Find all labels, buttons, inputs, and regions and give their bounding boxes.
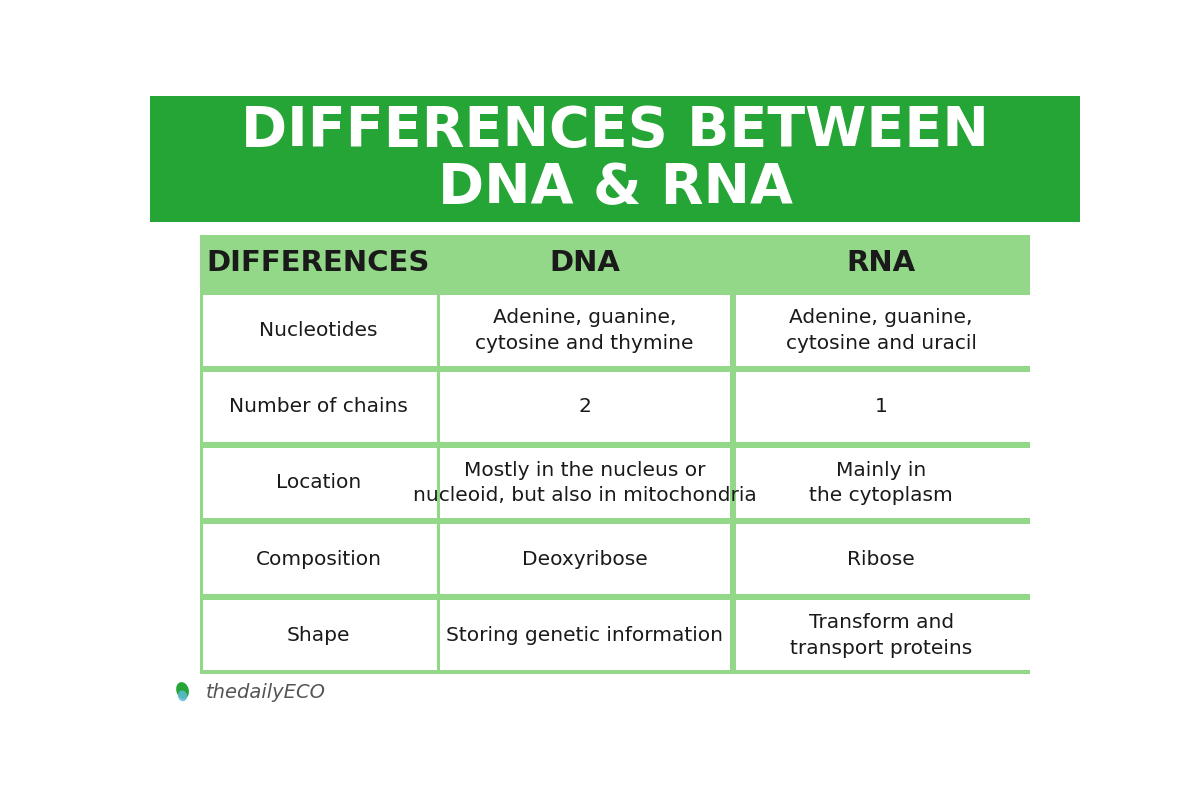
FancyBboxPatch shape [440, 600, 730, 670]
Text: Mostly in the nucleus or
nucleoid, but also in mitochondria: Mostly in the nucleus or nucleoid, but a… [413, 461, 757, 506]
FancyBboxPatch shape [440, 372, 730, 442]
FancyBboxPatch shape [736, 524, 1030, 594]
Text: Ribose: Ribose [847, 550, 916, 569]
Text: Mainly in
the cytoplasm: Mainly in the cytoplasm [809, 461, 953, 506]
Text: 2: 2 [578, 397, 592, 416]
Text: Adenine, guanine,
cytosine and uracil: Adenine, guanine, cytosine and uracil [786, 308, 977, 353]
FancyBboxPatch shape [736, 600, 1030, 670]
Text: Adenine, guanine,
cytosine and thymine: Adenine, guanine, cytosine and thymine [475, 308, 694, 353]
Text: DNA & RNA: DNA & RNA [438, 162, 792, 215]
Text: Composition: Composition [256, 550, 382, 569]
FancyBboxPatch shape [440, 524, 730, 594]
FancyBboxPatch shape [736, 372, 1030, 442]
FancyBboxPatch shape [736, 295, 1030, 366]
FancyBboxPatch shape [440, 295, 730, 366]
FancyBboxPatch shape [204, 600, 437, 670]
Text: Nucleotides: Nucleotides [259, 321, 378, 340]
FancyBboxPatch shape [150, 96, 1080, 222]
FancyBboxPatch shape [204, 372, 437, 442]
FancyBboxPatch shape [204, 448, 437, 518]
Text: thedailyECO: thedailyECO [206, 683, 326, 702]
Text: Storing genetic information: Storing genetic information [446, 626, 724, 645]
FancyBboxPatch shape [200, 234, 1030, 292]
Text: Shape: Shape [287, 626, 350, 645]
FancyBboxPatch shape [440, 448, 730, 518]
FancyBboxPatch shape [204, 295, 437, 366]
Text: Number of chains: Number of chains [229, 397, 408, 416]
Text: DIFFERENCES BETWEEN: DIFFERENCES BETWEEN [241, 104, 989, 158]
Ellipse shape [176, 682, 188, 698]
FancyBboxPatch shape [736, 448, 1030, 518]
Ellipse shape [178, 690, 187, 701]
FancyBboxPatch shape [200, 234, 1030, 674]
Text: 1: 1 [875, 397, 888, 416]
Text: Deoxyribose: Deoxyribose [522, 550, 648, 569]
Text: DIFFERENCES: DIFFERENCES [206, 250, 431, 278]
Text: Location: Location [276, 474, 361, 493]
Text: RNA: RNA [847, 250, 916, 278]
Text: DNA: DNA [550, 250, 620, 278]
Text: Transform and
transport proteins: Transform and transport proteins [790, 613, 972, 658]
FancyBboxPatch shape [204, 524, 437, 594]
